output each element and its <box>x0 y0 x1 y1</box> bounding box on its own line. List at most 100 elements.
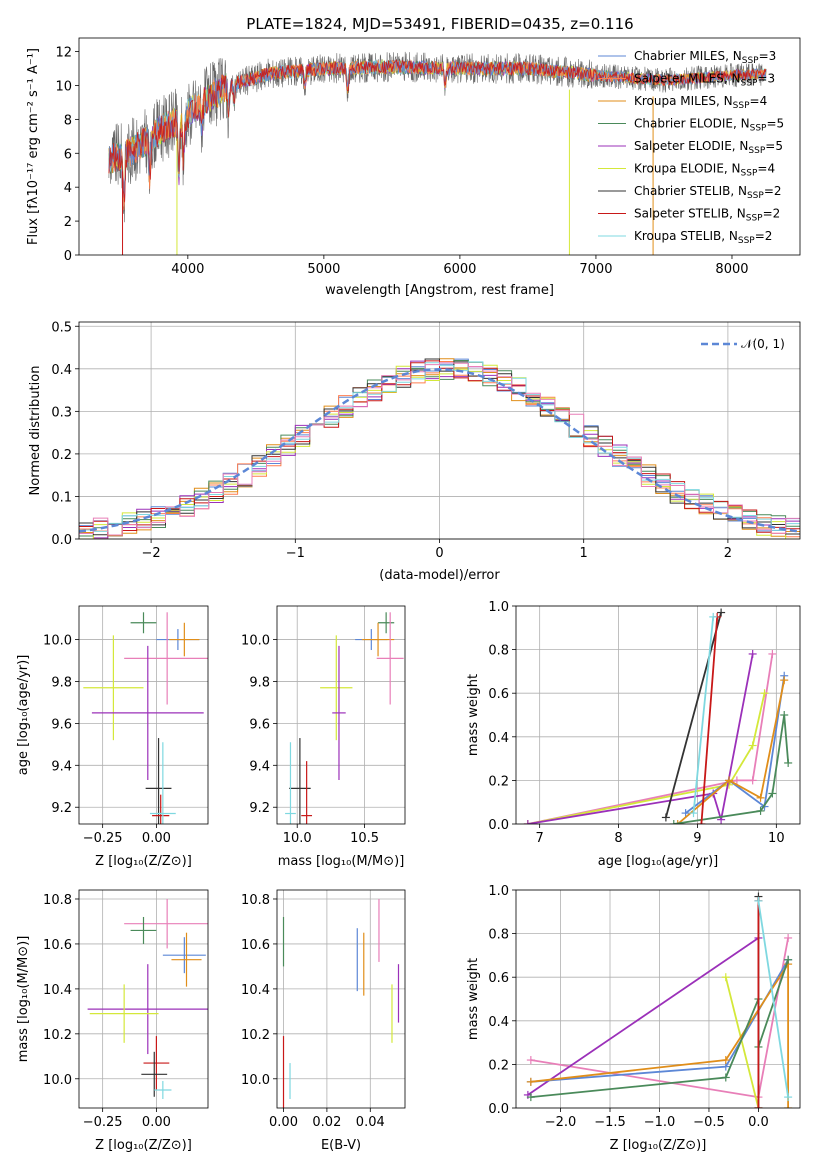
legend-name: Kroupa STELIB, N <box>634 229 738 243</box>
y-tick-label: 10.6 <box>241 938 270 953</box>
errorbar-point <box>154 1081 172 1100</box>
line-layer <box>523 608 793 824</box>
residual-histogram-panel: −2 −1 0 1 2 0.0 0.1 0.2 0.3 0.4 0.5 (data-model)/er… <box>28 320 801 583</box>
y-tick-label: 0.0 <box>488 1102 509 1117</box>
plus-marker <box>673 820 682 824</box>
legend-tail: =2 <box>755 229 773 243</box>
spectrum-line-7 <box>108 59 767 203</box>
legend-name: Salpeter STELIB, N <box>634 207 746 221</box>
plus-marker <box>748 741 757 750</box>
errorbar-point <box>169 622 200 657</box>
legend-tail: =3 <box>759 49 777 63</box>
y-tick-label: 9.2 <box>51 801 72 816</box>
legend-entry: Chabrier ELODIE, NSSP=5 <box>634 117 784 134</box>
plus-marker <box>721 1073 730 1082</box>
plus-marker <box>526 1077 535 1086</box>
y-tick-label: 4 <box>64 181 72 196</box>
y-tick-label: 10.0 <box>241 634 270 649</box>
y-tick-label: 10.0 <box>241 1073 270 1088</box>
normal-reference-curve <box>79 368 800 533</box>
legend-tail: =5 <box>765 139 783 153</box>
histogram-series-5 <box>79 364 800 539</box>
errorbar-point <box>378 612 395 634</box>
x-axis-label: E(B-V) <box>321 1138 361 1153</box>
x-tick-label: 10.5 <box>350 831 379 846</box>
errorbar-point <box>130 916 157 944</box>
errorbar-point <box>87 964 208 1055</box>
errorbar-point <box>141 1051 168 1097</box>
axes-frame <box>78 321 801 540</box>
legend-name: Salpeter MILES, N <box>634 72 741 86</box>
plus-marker <box>754 1104 763 1108</box>
y-tick-label: 0.4 <box>488 1015 509 1030</box>
x-axis-label: Z [log₁₀(Z/Z⊙)] <box>95 854 192 869</box>
x-tick-label: −2 <box>142 546 161 561</box>
x-tick-label: 0.00 <box>142 831 171 846</box>
axes-frame <box>276 889 406 1109</box>
x-tick-label: 0.04 <box>356 1115 385 1130</box>
legend-subscript: SSP <box>741 79 758 89</box>
y-tick-label: 0.2 <box>488 1058 509 1073</box>
y-tick-label: 10.6 <box>43 938 72 953</box>
y-tick-label: 12 <box>55 46 72 61</box>
y-tick-label: 9.8 <box>51 675 72 690</box>
x-tick-label: −2.0 <box>545 1115 577 1130</box>
x-tick-label: 5000 <box>307 262 340 277</box>
y-tick-label: 9.2 <box>249 801 270 816</box>
plus-marker <box>526 1056 535 1065</box>
x-tick-label: 10.0 <box>283 831 312 846</box>
legend-entry: Salpeter ELODIE, NSSP=5 <box>634 139 783 156</box>
plus-marker <box>681 809 690 818</box>
x-tick-label: 0.02 <box>312 1115 341 1130</box>
errorbar-point <box>124 898 208 949</box>
y-tick-label: 0.0 <box>51 533 72 548</box>
legend-name: Chabrier MILES, N <box>634 49 742 63</box>
x-tick-label: 7 <box>536 831 544 846</box>
plus-marker <box>526 1093 535 1102</box>
weight-line-8 <box>757 900 789 1098</box>
x-tick-label: 6000 <box>443 262 476 277</box>
legend-name: Chabrier STELIB, N <box>634 184 747 198</box>
legend-tail: =3 <box>757 72 775 86</box>
axes-frame <box>515 605 801 825</box>
plus-marker <box>768 789 777 798</box>
plus-marker <box>748 649 757 658</box>
plus-marker <box>709 612 718 621</box>
histogram-layer <box>79 358 800 539</box>
x-tick-label: −0.5 <box>693 1115 725 1130</box>
y-tick-label: 0.0 <box>488 818 509 833</box>
legend-subscript: SSP <box>746 214 763 224</box>
legend-subscript: SSP <box>748 146 765 156</box>
mass-weight-vs-age-panel: 7 8 9 10 0.0 0.2 0.4 0.6 0.8 1.0 age [log₁₀(age/yr… <box>466 600 801 869</box>
weight-line-1 <box>724 976 760 1108</box>
errorbar-point <box>320 635 353 741</box>
axes-frame <box>78 605 209 825</box>
y-tick-label: 0.6 <box>488 971 509 986</box>
errorbar-point <box>289 738 311 824</box>
errorbar-point <box>332 645 346 780</box>
errorbar-point <box>91 645 204 780</box>
y-tick-label: 0.2 <box>488 774 509 789</box>
errorbar-point <box>162 937 206 974</box>
plus-marker <box>768 649 777 658</box>
y-tick-label: 0.5 <box>51 320 72 335</box>
y-tick-label: 10.4 <box>241 983 270 998</box>
axes-frame <box>276 605 406 825</box>
legend-entry: Salpeter MILES, NSSP=3 <box>634 72 775 89</box>
legend-name: Kroupa MILES, N <box>634 94 733 108</box>
y-tick-label: 1.0 <box>488 884 509 899</box>
y-axis-label: mass weight <box>466 674 481 756</box>
legend-entry: Kroupa ELODIE, NSSP=4 <box>634 162 775 179</box>
y-tick-label: 0.1 <box>51 490 72 505</box>
mass-weight-vs-metallicity-panel: −2.0 −1.5 −1.0 −0.5 0.0 0.0 0.2 0.4 0.6 0.8 1.0 Z [… <box>466 884 801 1153</box>
errorbar-layer <box>285 612 404 824</box>
histogram-series-7 <box>79 360 800 539</box>
y-axis-label: age [log₁₀(age/yr)] <box>16 655 31 776</box>
y-tick-label: 9.6 <box>51 717 72 732</box>
weight-line-8 <box>692 616 715 814</box>
legend-subscript: SSP <box>738 236 755 246</box>
plus-marker <box>661 813 670 822</box>
errorbar-point <box>145 738 172 824</box>
errorbar-point <box>149 742 176 824</box>
y-tick-label: 9.4 <box>249 759 270 774</box>
